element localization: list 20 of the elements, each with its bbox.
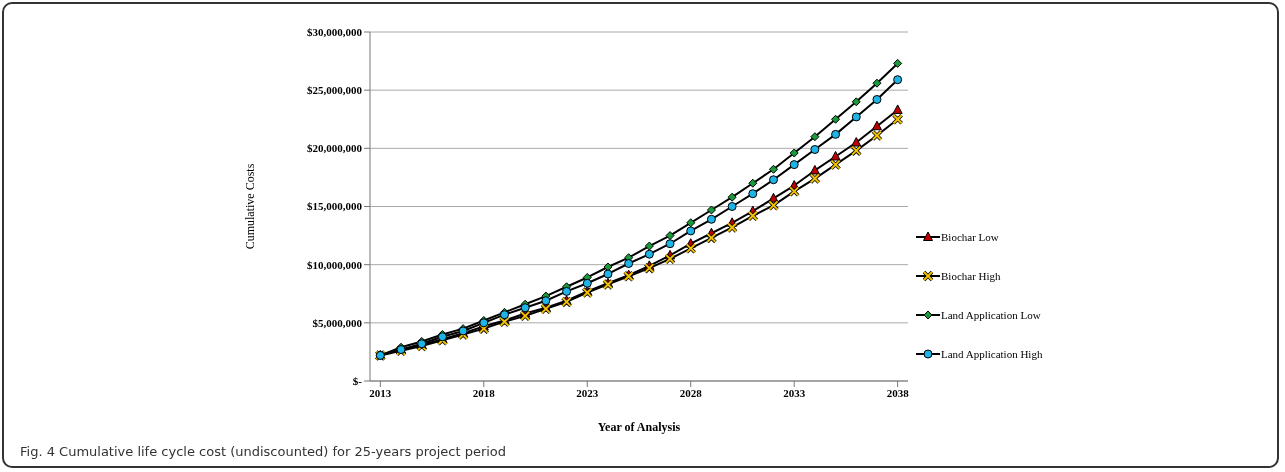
y-tick-label: $15,000,000 — [307, 200, 363, 213]
x-tick-label: 2038 — [886, 386, 910, 399]
y-tick-label: $5,000,000 — [312, 316, 363, 329]
x-tick-label: 2033 — [783, 386, 806, 399]
y-tick-label: $20,000,000 — [307, 142, 363, 155]
y-tick-label: $- — [352, 374, 363, 387]
y-tick-label: $25,000,000 — [307, 84, 363, 97]
caption: Fig. 4 Cumulative life cycle cost (undiscounted) for 25-years project period — [20, 444, 507, 459]
x-tick-label: 2028 — [679, 386, 703, 399]
x-tick-label: 2013 — [369, 386, 392, 399]
legend-label: Biochar High — [941, 269, 1001, 283]
y-tick-label: $10,000,000 — [307, 258, 363, 271]
legend-label: Biochar Low — [941, 230, 999, 244]
x-tick-label: 2023 — [576, 386, 599, 399]
x-axis-title: Year of Analysis — [597, 420, 681, 434]
x-tick-label: 2018 — [472, 386, 496, 399]
legend-label: Land Application High — [941, 347, 1043, 361]
y-axis-title: Cumulative Costs — [243, 163, 258, 250]
y-tick-label: $30,000,000 — [307, 25, 363, 38]
legend-label: Land Application Low — [941, 308, 1041, 322]
